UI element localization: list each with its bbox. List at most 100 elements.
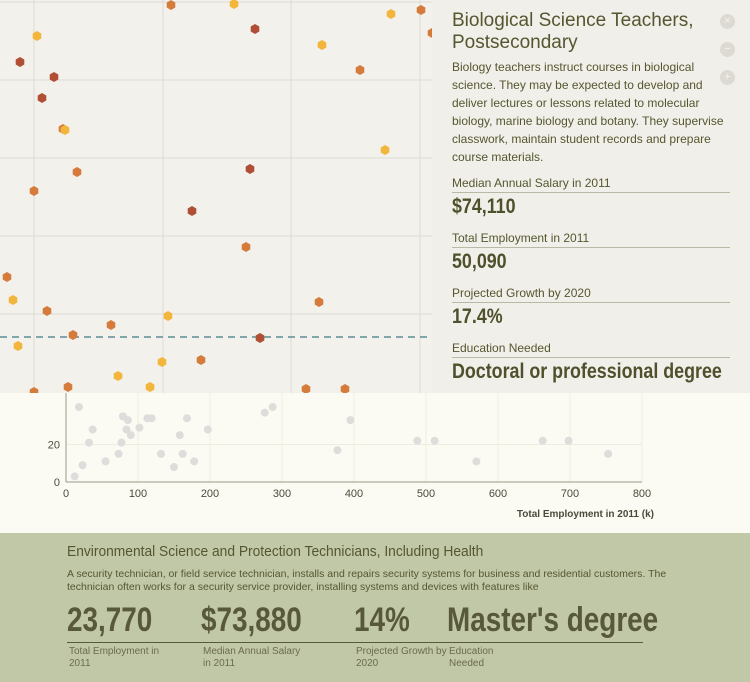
growth-label: Projected Growth by 2020 [452, 286, 730, 303]
data-point [346, 416, 355, 425]
y-tick-label: 0 [54, 477, 60, 489]
scatter-point [229, 0, 239, 9]
scatter-point [29, 186, 39, 196]
data-point [101, 457, 110, 466]
occupation-description: Biology teachers instruct courses in bio… [452, 60, 724, 164]
occupation-title: Biological Science Teachers, Postseconda… [452, 10, 694, 53]
education-label: Education Needed [452, 341, 730, 358]
featured-employment-label: Total Employment in 2011 [69, 646, 160, 669]
growth-value: 17.4% [452, 305, 503, 328]
data-point [175, 431, 184, 440]
occupation-detail-panel: Biological Science Teachers, Postseconda… [432, 0, 750, 393]
x-tick-label: 600 [489, 488, 507, 500]
scatter-point [301, 384, 311, 393]
upper-scatter-area: Biological Science Teachers, Postseconda… [0, 0, 750, 393]
scatter-point [317, 40, 327, 50]
data-point [88, 425, 97, 434]
scatter-point [63, 382, 73, 392]
scatter-point [29, 387, 39, 393]
scatter-point [2, 272, 12, 282]
scatter-point [8, 295, 18, 305]
x-tick-label: 800 [633, 488, 651, 500]
close-icon[interactable]: × [720, 14, 735, 29]
scatter-point [42, 306, 52, 316]
scatter-point [37, 93, 47, 103]
x-tick-label: 500 [417, 488, 435, 500]
scatter-point [340, 384, 350, 393]
data-point [135, 423, 144, 432]
data-point [78, 461, 87, 470]
featured-divider [67, 642, 643, 643]
scatter-point [386, 9, 396, 19]
scatter-point [196, 355, 206, 365]
scatter-point [68, 330, 78, 340]
x-axis-label: Total Employment in 2011 (k) [517, 509, 654, 520]
data-point [70, 472, 79, 481]
scatter-point [145, 382, 155, 392]
featured-growth-value: 14% [354, 601, 410, 639]
data-point [268, 403, 277, 411]
minus-icon[interactable]: − [720, 42, 735, 57]
featured-occupation-card [0, 533, 750, 682]
overview-scatter-plot: 0 100 200 300 400 500 600 700 800 0 20 Total Emplo… [48, 393, 654, 520]
featured-employment-value: 23,770 [67, 601, 153, 639]
x-tick-label: 200 [201, 488, 219, 500]
employment-value: 50,090 [452, 250, 507, 273]
data-point [126, 431, 135, 440]
data-point [85, 438, 94, 447]
scatter-point [380, 145, 390, 155]
scatter-point [32, 31, 42, 41]
featured-education-value: Master's degree [447, 601, 659, 639]
data-point [178, 449, 187, 458]
y-tick-label: 20 [48, 440, 60, 452]
data-point [122, 425, 131, 434]
x-tick-label: 400 [345, 488, 363, 500]
featured-growth-label: Projected Growth by 2020 [356, 646, 447, 669]
salary-label: Median Annual Salary in 2011 [452, 176, 730, 193]
scatter-point [416, 5, 426, 15]
scatter-point [113, 371, 123, 381]
scatter-point [15, 57, 25, 67]
scatter-point [187, 206, 197, 216]
salary-value: $74,110 [452, 195, 516, 218]
scatter-point [241, 242, 251, 252]
scatter-point [163, 311, 173, 321]
featured-salary-value: $73,880 [201, 601, 302, 639]
featured-description: A security technician, or field service … [67, 568, 667, 593]
featured-education-label: Education Needed [449, 646, 494, 669]
data-point [182, 414, 191, 423]
scatter-point [157, 357, 167, 367]
scatter-point [60, 125, 70, 135]
x-tick-label: 300 [273, 488, 291, 500]
data-point [413, 436, 422, 445]
upper-scatter-plot [0, 0, 437, 393]
data-point [123, 416, 132, 425]
scatter-point [13, 341, 23, 351]
data-point [190, 457, 199, 466]
x-tick-label: 700 [561, 488, 579, 500]
scatter-point [49, 72, 59, 82]
overview-scatter-area: 0 100 200 300 400 500 600 700 800 0 20 Total Emplo… [0, 393, 750, 533]
employment-label: Total Employment in 2011 [452, 231, 730, 248]
scatter-point [355, 65, 365, 75]
plus-icon[interactable]: + [720, 70, 735, 85]
data-point [117, 438, 126, 447]
scatter-point [255, 333, 265, 343]
data-point [147, 414, 156, 423]
education-value: Doctoral or professional degree [452, 360, 722, 383]
x-tick-label: 100 [129, 488, 147, 500]
data-point [203, 425, 212, 434]
data-point [604, 449, 613, 458]
data-point [333, 446, 342, 455]
data-point [170, 463, 178, 471]
scatter-point [250, 24, 260, 34]
data-point [564, 436, 573, 445]
data-point [430, 436, 439, 445]
scatter-point [314, 297, 324, 307]
scatter-point [106, 320, 116, 330]
data-point [472, 457, 481, 466]
data-point [538, 436, 547, 445]
data-point [157, 449, 166, 458]
featured-salary-label: Median Annual Salary in 2011 [203, 646, 301, 669]
scatter-point [72, 167, 82, 177]
